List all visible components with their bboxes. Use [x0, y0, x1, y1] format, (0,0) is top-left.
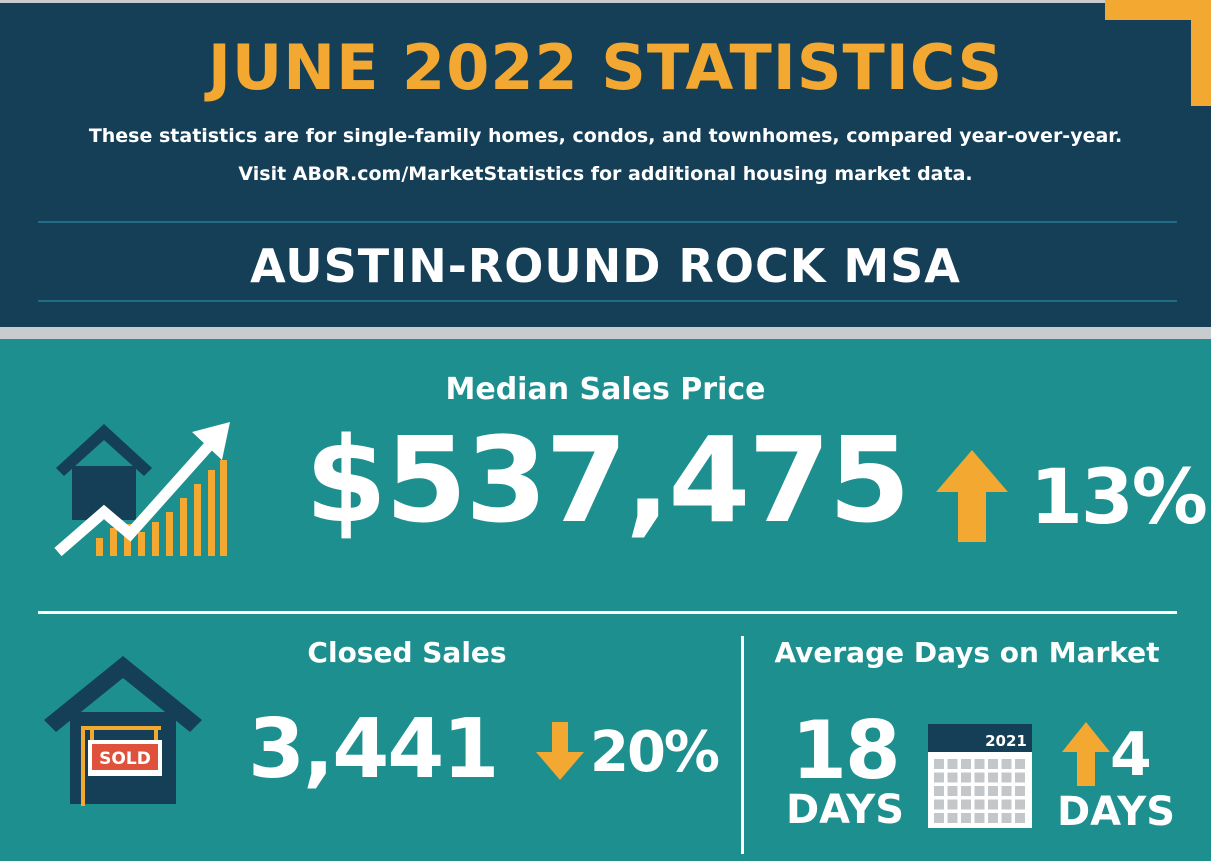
separator-band — [0, 327, 1211, 339]
calendar-cell — [934, 813, 944, 823]
calendar-cell — [988, 759, 998, 769]
calendar-cell — [934, 759, 944, 769]
calendar-cell — [961, 759, 971, 769]
calendar-cell — [961, 799, 971, 810]
calendar-cell — [947, 786, 958, 796]
arrow-up-icon — [936, 450, 1008, 542]
calendar-cell — [974, 799, 985, 810]
calendar-cell — [1001, 759, 1012, 769]
calendar-cell — [988, 813, 998, 823]
calendar-cell — [1001, 813, 1012, 823]
subtitle-line-2: Visit ABoR.com/MarketStatistics for addi… — [238, 163, 973, 185]
calendar-cell — [1015, 786, 1025, 796]
vertical-divider — [741, 636, 744, 854]
calendar-cell — [988, 799, 998, 810]
top-border — [0, 0, 1211, 3]
calendar-cell — [1001, 786, 1012, 796]
calendar-cell — [1015, 772, 1025, 783]
section-rule — [38, 611, 1177, 614]
subtitle-line-1: These statistics are for single-family h… — [88, 125, 1123, 147]
days-change-value: 4 — [1110, 720, 1152, 790]
header-rule-top — [38, 221, 1177, 223]
calendar-cell — [988, 772, 998, 783]
closed-sales-value: 3,441 — [248, 702, 499, 797]
days-change-unit: DAYS — [1056, 789, 1176, 835]
days-on-market-label: Average Days on Market — [774, 636, 1160, 669]
calendar-cell — [974, 813, 985, 823]
closed-sales-change: 20% — [590, 720, 720, 785]
calendar-cell — [961, 772, 971, 783]
header-rule-bottom — [38, 300, 1177, 302]
calendar-cell — [1015, 799, 1025, 810]
house-growth-chart-icon — [54, 422, 230, 557]
corner-accent — [1105, 0, 1211, 106]
sold-sign-text: SOLD — [99, 749, 151, 769]
arrow-up-small-icon — [1062, 722, 1110, 786]
calendar-cell — [1001, 772, 1012, 783]
calendar-year: 2021 — [985, 732, 1027, 750]
calendar-cell — [988, 786, 998, 796]
calendar-cell — [974, 772, 985, 783]
closed-sales-label: Closed Sales — [307, 636, 507, 669]
calendar-cell — [961, 786, 971, 796]
calendar-cell — [961, 813, 971, 823]
median-price-value: $537,475 — [305, 411, 911, 549]
region-title: AUSTIN-ROUND ROCK MSA — [250, 239, 961, 293]
calendar-cell — [1001, 799, 1012, 810]
sold-house-icon: SOLD — [44, 656, 202, 806]
calendar-cell — [934, 786, 944, 796]
calendar-cell — [947, 772, 958, 783]
calendar-cell — [1015, 759, 1025, 769]
calendar-cell — [1015, 813, 1025, 823]
calendar-cell — [947, 759, 958, 769]
days-on-market-unit: DAYS — [785, 787, 905, 833]
header-panel — [0, 0, 1211, 327]
calendar-cell — [974, 759, 985, 769]
page-title: JUNE 2022 STATISTICS — [207, 31, 1004, 104]
median-price-change: 13% — [1030, 452, 1208, 541]
calendar-cell — [934, 772, 944, 783]
days-on-market-value: 18 — [791, 704, 900, 797]
calendar-icon: 2021 — [928, 724, 1032, 828]
arrow-down-icon — [536, 722, 584, 780]
calendar-cell — [974, 786, 985, 796]
calendar-cell — [947, 799, 958, 810]
median-price-label: Median Sales Price — [445, 372, 766, 407]
calendar-cell — [947, 813, 958, 823]
calendar-cell — [934, 799, 944, 810]
